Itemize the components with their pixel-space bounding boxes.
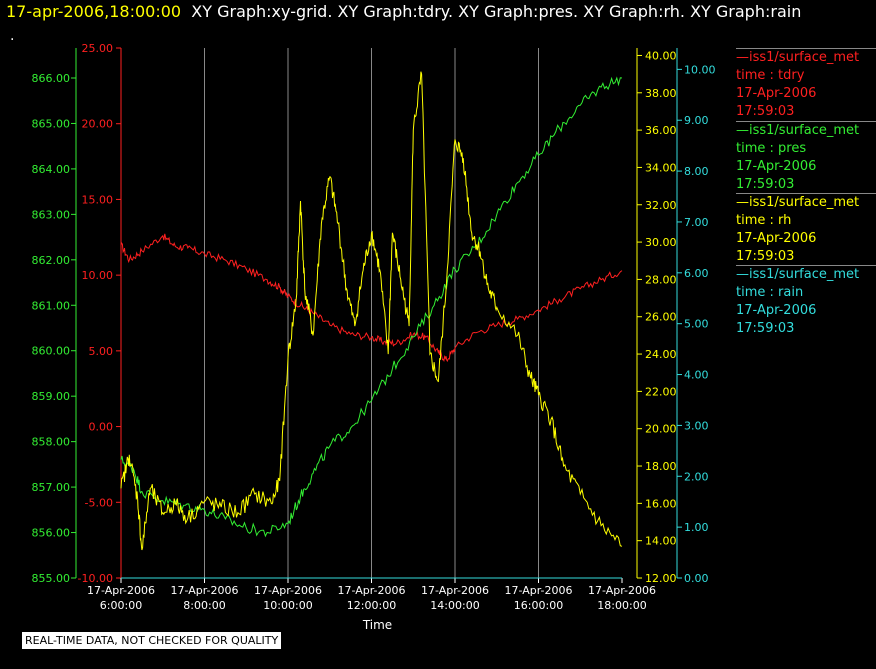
x-tick-label-date: 17-Apr-2006 (87, 584, 155, 597)
legend-rain-source: iss1/surface_met (749, 267, 860, 282)
rh-tick-label: 30.00 (645, 236, 677, 249)
legend-pres: —iss1/surface_met time : pres 17-Apr-200… (736, 121, 876, 194)
rain-tick-label: 3.00 (684, 419, 709, 432)
x-tick-label-date: 17-Apr-2006 (588, 584, 656, 597)
rain-tick-label: 7.00 (684, 216, 709, 229)
tdry-tick-label: 20.00 (82, 118, 114, 131)
rh-series-line (120, 71, 623, 551)
rh-tick-label: 36.00 (645, 124, 677, 137)
rh-tick-label: 20.00 (645, 423, 677, 436)
graph-title-bar: 17-apr-2006,18:00:00 XY Graph:xy-grid. X… (6, 2, 801, 21)
pres-tick-label: 864.00 (32, 163, 71, 176)
x-tick-label-date: 17-Apr-2006 (504, 584, 572, 597)
rain-tick-label: 5.00 (684, 318, 709, 331)
rh-tick-label: 14.00 (645, 535, 677, 548)
legend-tdry-date: 17-Apr-2006 (736, 86, 817, 101)
x-tick-label-date: 17-Apr-2006 (421, 584, 489, 597)
rain-tick-label: 4.00 (684, 369, 709, 382)
pres-tick-label: 859.00 (32, 390, 71, 403)
rh-tick-label: 22.00 (645, 385, 677, 398)
tdry-tick-label: 0.00 (89, 421, 114, 434)
pres-tick-label: 866.00 (32, 72, 71, 85)
legend-rh-field: time : rh (736, 213, 792, 228)
legend-pres-source: iss1/surface_met (749, 123, 860, 138)
rain-tick-label: 9.00 (684, 114, 709, 127)
title-timestamp: 17-apr-2006,18:00:00 (6, 2, 182, 21)
status-dot: . (10, 28, 15, 44)
x-tick-label-time: 16:00:00 (514, 599, 563, 612)
x-tick-label-time: 12:00:00 (347, 599, 396, 612)
pres-tick-label: 857.00 (32, 481, 71, 494)
quality-warning-note: REAL-TIME DATA, NOT CHECKED FOR QUALITY (21, 631, 283, 650)
title-graph-list: XY Graph:xy-grid. XY Graph:tdry. XY Grap… (191, 2, 802, 21)
x-tick-label-time: 8:00:00 (183, 599, 225, 612)
pres-series-line (120, 76, 623, 538)
xy-plot: -10.00 -5.00 0.00 5.00 10.00 15.00 20.00 25.00 8… (32, 42, 716, 632)
rh-tick-label: 32.00 (645, 199, 677, 212)
legend-rain-date: 17-Apr-2006 (736, 303, 817, 318)
tdry-tick-label: 5.00 (89, 345, 114, 358)
x-tick-label-time: 10:00:00 (263, 599, 312, 612)
pres-tick-label: 862.00 (32, 254, 71, 267)
x-tick-label-time: 14:00:00 (430, 599, 479, 612)
legend-tdry-time: 17:59:03 (736, 104, 795, 119)
pres-tick-label: 863.00 (32, 208, 71, 221)
legend-rh-time: 17:59:03 (736, 249, 795, 264)
legend-rain-field: time : rain (736, 285, 804, 300)
legend-tdry-source: iss1/surface_met (749, 50, 860, 65)
x-tick-label-time: 18:00:00 (597, 599, 646, 612)
legend-rh: —iss1/surface_met time : rh 17-Apr-2006 … (736, 193, 876, 266)
legend-rain-time: 17:59:03 (736, 321, 795, 336)
x-tick-label-date: 17-Apr-2006 (170, 584, 238, 597)
rain-tick-label: 2.00 (684, 470, 709, 483)
rh-tick-label: 40.00 (645, 49, 677, 62)
x-axis-label: Time (362, 618, 392, 632)
tdry-tick-label: 15.00 (82, 193, 114, 206)
x-tick-label-date: 17-Apr-2006 (337, 584, 405, 597)
tdry-tick-label: 25.00 (82, 42, 114, 55)
rh-tick-label: 34.00 (645, 161, 677, 174)
legend-pres-field: time : pres (736, 141, 807, 156)
pres-tick-label: 858.00 (32, 436, 71, 449)
tdry-tick-label: -5.00 (85, 496, 113, 509)
pres-tick-label: 856.00 (32, 527, 71, 540)
rh-tick-label: 28.00 (645, 273, 677, 286)
legend-tdry: —iss1/surface_met time : tdry 17-Apr-200… (736, 48, 876, 121)
tdry-tick-label: 10.00 (82, 269, 114, 282)
rh-tick-label: 12.00 (645, 572, 677, 585)
rh-tick-label: 38.00 (645, 87, 677, 100)
pres-tick-label: 865.00 (32, 117, 71, 130)
pres-tick-label: 855.00 (32, 572, 71, 585)
rh-tick-label: 26.00 (645, 311, 677, 324)
x-tick-label-time: 6:00:00 (100, 599, 142, 612)
legend-pres-time: 17:59:03 (736, 177, 795, 192)
rain-tick-label: 10.00 (684, 63, 716, 76)
x-tick-label-date: 17-Apr-2006 (254, 584, 322, 597)
rain-tick-label: 8.00 (684, 165, 709, 178)
tdry-tick-label: -10.00 (78, 572, 113, 585)
rain-tick-label: 1.00 (684, 521, 709, 534)
legend-rain: —iss1/surface_met time : rain 17-Apr-200… (736, 265, 876, 338)
rain-tick-label: 6.00 (684, 267, 709, 280)
rh-tick-label: 18.00 (645, 460, 677, 473)
rain-tick-label: 0.00 (684, 572, 709, 585)
legend-rh-source: iss1/surface_met (749, 195, 860, 210)
legend-rh-date: 17-Apr-2006 (736, 231, 817, 246)
rh-tick-label: 16.00 (645, 497, 677, 510)
legend-pres-date: 17-Apr-2006 (736, 159, 817, 174)
tdry-series-line (120, 233, 623, 363)
legend-tdry-field: time : tdry (736, 68, 805, 83)
rh-tick-label: 24.00 (645, 348, 677, 361)
pres-tick-label: 861.00 (32, 299, 71, 312)
pres-tick-label: 860.00 (32, 345, 71, 358)
